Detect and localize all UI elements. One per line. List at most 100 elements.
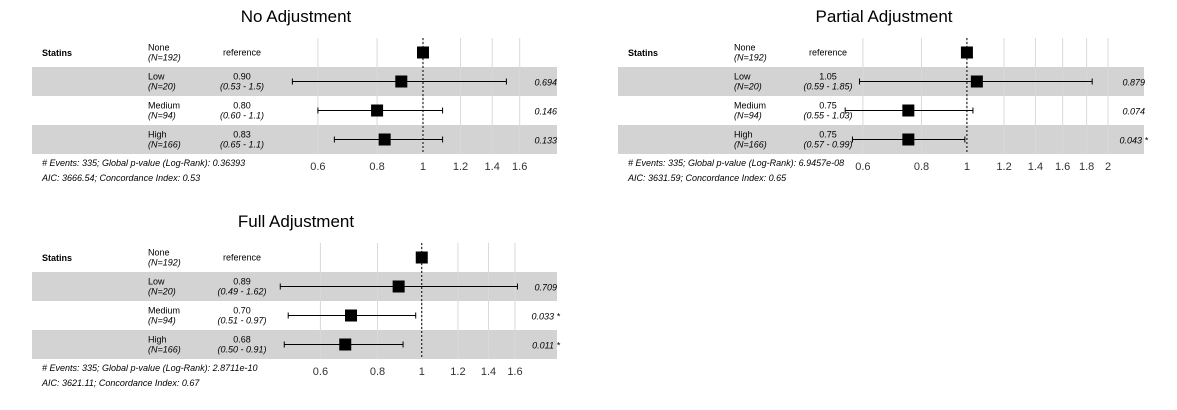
p-value: 0.074 <box>1122 107 1145 117</box>
x-tick-label: 1.6 <box>507 366 522 378</box>
hazard-ratio-marker <box>960 46 973 59</box>
hazard-ratio: 0.83 <box>233 130 251 140</box>
x-tick-label: 1 <box>419 366 425 378</box>
level-count: (N=192) <box>148 258 181 268</box>
panel-title: No Adjustment <box>241 7 352 26</box>
hazard-ratio: reference <box>809 48 847 58</box>
hazard-ratio-marker <box>902 133 915 146</box>
level-count: (N=166) <box>734 140 767 150</box>
hazard-ratio-marker <box>392 280 405 293</box>
p-value: 0.033 * <box>531 312 560 322</box>
x-tick-label: 0.8 <box>369 161 384 173</box>
confidence-interval: (0.65 - 1.1) <box>220 140 264 150</box>
level-label: Low <box>148 72 165 82</box>
footer-events: # Events: 335; Global p-value (Log-Rank)… <box>628 158 844 168</box>
confidence-interval: (0.55 - 1.03) <box>803 111 852 121</box>
level-label: None <box>148 248 170 258</box>
hazard-ratio-marker <box>902 104 915 117</box>
hazard-ratio: reference <box>223 253 261 263</box>
forest-panel-3: Full Adjustment 0.6 0.8 1 1.2 1.4 1.6 Statins No… <box>32 212 560 388</box>
hazard-ratio: 0.80 <box>233 101 251 111</box>
hazard-ratio: 0.90 <box>233 72 251 82</box>
variable-label: Statins <box>42 48 72 58</box>
hazard-ratio-marker <box>345 309 358 322</box>
panel-title: Full Adjustment <box>238 212 354 231</box>
confidence-interval: (0.59 - 1.85) <box>803 82 852 92</box>
level-count: (N=20) <box>148 287 176 297</box>
confidence-interval: (0.57 - 0.99) <box>803 140 852 150</box>
level-count: (N=94) <box>148 111 176 121</box>
footer-aic: AIC: 3666.54; Concordance Index: 0.53 <box>41 173 200 183</box>
confidence-interval: (0.49 - 1.62) <box>217 287 266 297</box>
hazard-ratio-marker <box>339 338 352 351</box>
p-value: 0.709 <box>534 283 557 293</box>
x-tick-label: 1 <box>964 161 970 173</box>
hazard-ratio-marker <box>378 133 391 146</box>
hazard-ratio-marker <box>395 75 408 88</box>
level-label: Low <box>734 72 751 82</box>
level-count: (N=94) <box>148 316 176 326</box>
confidence-interval: (0.53 - 1.5) <box>220 82 264 92</box>
level-label: High <box>148 335 167 345</box>
hazard-ratio-marker <box>371 104 384 117</box>
p-value: 0.694 <box>534 78 557 88</box>
x-tick-label: 1.6 <box>1055 161 1070 173</box>
x-tick-label: 0.8 <box>914 161 929 173</box>
footer-aic: AIC: 3621.11; Concordance Index: 0.67 <box>41 378 200 388</box>
level-count: (N=166) <box>148 345 181 355</box>
level-label: Low <box>148 277 165 287</box>
x-tick-label: 1.4 <box>1028 161 1043 173</box>
level-label: None <box>734 43 756 53</box>
confidence-interval: (0.60 - 1.1) <box>220 111 264 121</box>
row-band <box>32 125 557 154</box>
level-label: Medium <box>148 306 180 316</box>
level-count: (N=20) <box>148 82 176 92</box>
hazard-ratio: 0.75 <box>819 101 837 111</box>
x-tick-label: 1.2 <box>453 161 468 173</box>
level-count: (N=20) <box>734 82 762 92</box>
x-tick-label: 1.6 <box>512 161 527 173</box>
p-value: 0.011 * <box>532 341 560 351</box>
x-tick-label: 0.6 <box>855 161 870 173</box>
x-tick-label: 1.2 <box>450 366 465 378</box>
x-tick-label: 2 <box>1105 161 1111 173</box>
x-tick-label: 0.6 <box>313 366 328 378</box>
forest-panel-2: Partial Adjustment 0.6 0.8 1 1.2 1.4 1.6 1.8 2 St… <box>618 7 1148 183</box>
footer-events: # Events: 335; Global p-value (Log-Rank)… <box>42 363 257 373</box>
x-tick-label: 1 <box>420 161 426 173</box>
x-tick-label: 1.4 <box>481 366 496 378</box>
x-tick-label: 1.4 <box>485 161 500 173</box>
level-count: (N=166) <box>148 140 181 150</box>
confidence-interval: (0.51 - 0.97) <box>217 316 266 326</box>
variable-label: Statins <box>42 253 72 263</box>
hazard-ratio: reference <box>223 48 261 58</box>
hazard-ratio: 1.05 <box>819 72 837 82</box>
p-value: 0.146 <box>534 107 557 117</box>
hazard-ratio: 0.70 <box>233 306 251 316</box>
hazard-ratio: 0.75 <box>819 130 837 140</box>
hazard-ratio-marker <box>970 75 983 88</box>
x-tick-label: 1.2 <box>996 161 1011 173</box>
level-count: (N=94) <box>734 111 762 121</box>
level-label: High <box>148 130 167 140</box>
level-label: Medium <box>734 101 766 111</box>
level-label: None <box>148 43 170 53</box>
panel-title: Partial Adjustment <box>815 7 952 26</box>
hazard-ratio: 0.68 <box>233 335 251 345</box>
footer-events: # Events: 335; Global p-value (Log-Rank)… <box>42 158 245 168</box>
x-tick-label: 0.8 <box>370 366 385 378</box>
p-value: 0.879 <box>1122 78 1145 88</box>
hazard-ratio: 0.89 <box>233 277 251 287</box>
level-label: Medium <box>148 101 180 111</box>
level-count: (N=192) <box>734 53 767 63</box>
p-value: 0.043 * <box>1119 136 1148 146</box>
forest-panel-1: No Adjustment 0.6 0.8 1 1.2 1.4 1.6 Statins None… <box>32 7 557 183</box>
p-value: 0.133 <box>534 136 557 146</box>
footer-aic: AIC: 3631.59; Concordance Index: 0.65 <box>627 173 787 183</box>
hazard-ratio-marker <box>416 46 429 59</box>
confidence-interval: (0.50 - 0.91) <box>217 345 266 355</box>
variable-label: Statins <box>628 48 658 58</box>
hazard-ratio-marker <box>415 251 428 264</box>
level-count: (N=192) <box>148 53 181 63</box>
